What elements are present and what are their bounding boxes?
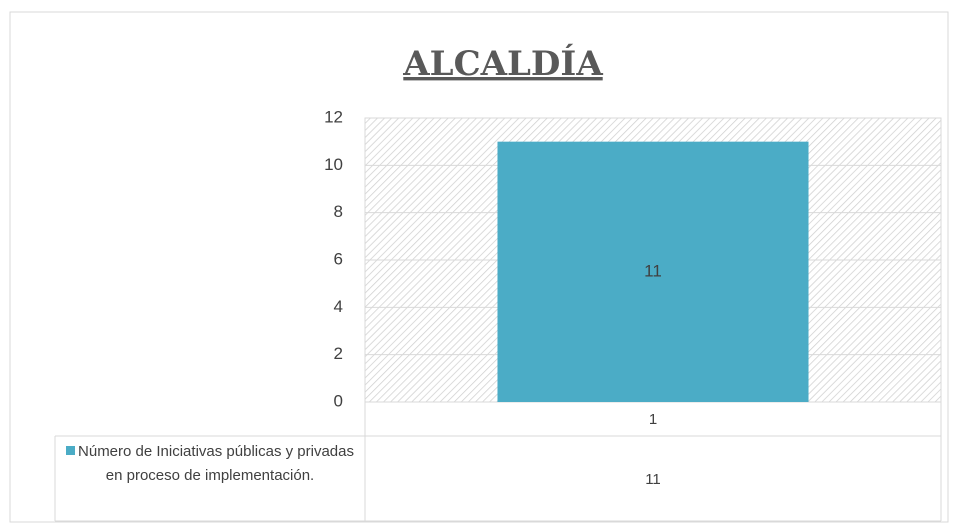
bar	[497, 141, 809, 402]
chart-border	[9, 11, 949, 523]
y-tick-label: 8	[334, 202, 343, 221]
chart-title: ALCALDÍA	[402, 43, 603, 84]
y-tick-label: 12	[324, 107, 343, 126]
x-tick-label: 1	[649, 411, 657, 428]
legend-entry: Número de Iniciativas públicas y privada…	[58, 440, 362, 488]
y-tick-label: 4	[334, 297, 343, 316]
y-tick-label: 0	[334, 391, 343, 410]
y-tick-label: 2	[334, 344, 343, 363]
legend-label: Número de Iniciativas públicas y privada…	[78, 443, 354, 484]
y-tick-label: 6	[334, 249, 343, 268]
y-tick-label: 10	[324, 155, 343, 174]
data-label: 11	[644, 261, 662, 280]
legend-key	[66, 446, 76, 455]
table-value: 11	[645, 471, 661, 488]
